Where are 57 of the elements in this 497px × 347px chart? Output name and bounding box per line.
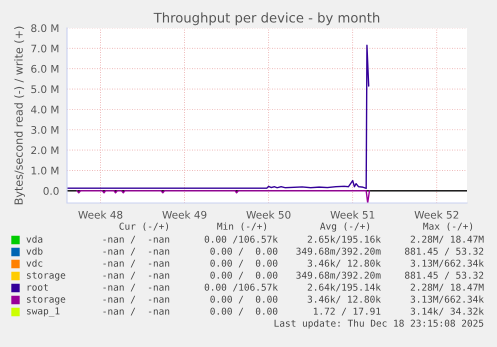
text: 881.45 / 53.32	[405, 272, 484, 280]
legend-label: swap_1	[26, 307, 60, 317]
x-tick-label: Week 50	[246, 210, 290, 219]
x-tick-label: Week 48	[78, 210, 122, 219]
legend-label: vdc	[26, 259, 42, 267]
text: Max (-/+)	[423, 222, 472, 231]
y-tick-label: 3.0 M	[31, 126, 58, 134]
text: 1.72 / 17.91	[314, 308, 380, 316]
line-series	[67, 44, 370, 190]
text: Last update: Thu Dec 18 23:15:08 2025	[274, 319, 484, 329]
text: Avg (-/+)	[320, 222, 370, 232]
text: 0.00 / 0.00	[210, 308, 278, 316]
text: 881.45 / 53.32	[405, 248, 484, 256]
x-tick-label: Week 52	[414, 210, 458, 219]
x-tick-label: Week 49	[162, 210, 206, 219]
text: 2.28M/ 18.47M	[410, 236, 484, 244]
text: 3.46k/ 12.80k	[308, 295, 381, 304]
y-tick-label: 6.0 M	[31, 64, 58, 73]
text: 0.00 / 0.00	[210, 260, 278, 268]
text: 0.00 / 0.00	[210, 272, 278, 280]
y-tick-label: 5.0 M	[31, 85, 58, 94]
text: -nan / -nan	[103, 248, 170, 256]
y-tick-label: 2.0 M	[31, 146, 58, 154]
chart-title: Throughput per device - by month	[154, 12, 380, 26]
text: 3.13M/662.34k	[410, 295, 484, 304]
y-tick-label: 7.0 M	[31, 44, 58, 52]
y-tick-label: 8.0 M	[31, 24, 58, 32]
text: 0.00 /106.57k	[204, 283, 278, 292]
text: -nan / -nan	[103, 296, 170, 304]
text: -nan / -nan	[103, 260, 170, 268]
text: -nan / -nan	[103, 284, 170, 292]
legend-label: storage	[26, 296, 66, 305]
text: -nan / -nan	[103, 308, 170, 316]
x-tick-label: Week 51	[330, 210, 374, 219]
text: 0.00 / 0.00	[210, 296, 278, 304]
text: 3.46k/ 12.80k	[308, 259, 381, 268]
legend-label: vdb	[26, 247, 42, 255]
legend-label: vda	[26, 235, 42, 243]
y-axis-title: Bytes/second read (-) / write (+)	[14, 26, 25, 204]
text: 2.64k/195.14k	[308, 283, 381, 292]
y-tick-label: 0.0	[43, 187, 59, 195]
text: 2.65k/195.16k	[308, 235, 381, 244]
legend-label: root	[28, 284, 48, 291]
text: 349.68m/392.20m	[296, 248, 381, 256]
text: -nan / -nan	[103, 272, 170, 280]
text: 2.28M/ 18.47M	[410, 284, 484, 292]
legend-label: storage	[26, 272, 66, 281]
text: Cur (-/+)	[119, 222, 168, 231]
text: 349.68m/392.20m	[296, 272, 381, 280]
y-tick-label: 4.0 M	[31, 106, 58, 114]
text: -nan / -nan	[103, 236, 170, 244]
text: Min (-/+)	[217, 222, 266, 231]
text: 0.00 / 0.00	[210, 248, 278, 256]
text: 0.00 /106.57k	[204, 235, 278, 244]
y-tick-label: 1.0 M	[32, 166, 58, 175]
text: 3.13M/662.34k	[410, 259, 484, 268]
text: 3.14k/ 34.32k	[410, 307, 484, 316]
